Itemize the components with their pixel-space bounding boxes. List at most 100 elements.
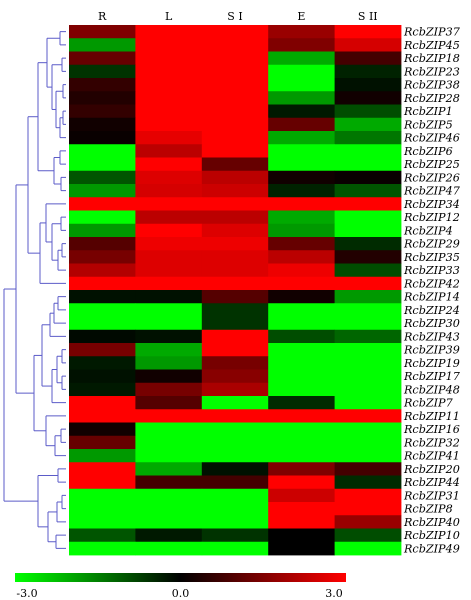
heatmap-cell [334, 449, 402, 463]
heatmap-cell [135, 541, 203, 556]
heatmap-cell [268, 382, 335, 397]
heatmap-cell [268, 38, 335, 52]
heatmap-cell [201, 25, 269, 39]
heatmap-cell [268, 91, 335, 105]
heatmap-cell [201, 502, 269, 516]
heatmap-cell [201, 396, 269, 410]
heatmap-cell [334, 250, 402, 264]
heatmap-cell [268, 210, 335, 225]
heatmap-cell [135, 290, 203, 304]
heatmap-cell [201, 369, 269, 384]
heatmap-cell [135, 488, 203, 503]
heatmap-cell [268, 223, 335, 238]
row-label: RcbZIP29 [403, 238, 460, 251]
row-label: RcbZIP20 [403, 463, 460, 476]
heatmap-cell [201, 303, 269, 317]
heatmap-cell [334, 25, 402, 39]
heatmap-cell [69, 91, 136, 105]
heatmap-cell [268, 276, 335, 291]
heatmap-cell [334, 210, 402, 225]
heatmap-cell [69, 51, 136, 66]
color-scale-tick-label: 0.0 [172, 587, 190, 600]
heatmap-cell [69, 343, 136, 357]
heatmap-cell [268, 409, 335, 423]
heatmap-cell [334, 462, 402, 476]
heatmap-cell [268, 422, 335, 437]
heatmap-cell [334, 329, 402, 344]
heatmap-cell [135, 329, 203, 344]
heatmap-cell [334, 276, 402, 291]
heatmap-cell [268, 488, 335, 503]
heatmap-cell [69, 356, 136, 370]
heatmap-cell [268, 369, 335, 384]
heatmap-cells [69, 25, 402, 556]
row-label: RcbZIP41 [403, 450, 460, 463]
row-label: RcbZIP8 [403, 503, 453, 516]
heatmap-cell [135, 343, 203, 357]
heatmap-cell [69, 263, 136, 278]
heatmap-cell [69, 25, 136, 39]
heatmap-cell [135, 91, 203, 105]
column-label: E [297, 10, 305, 23]
heatmap-cell [334, 51, 402, 66]
heatmap-cell [334, 502, 402, 516]
heatmap-cell [334, 541, 402, 556]
heatmap-cell [135, 210, 203, 225]
heatmap-cell [268, 131, 335, 145]
heatmap-cell [268, 343, 335, 357]
heatmap-cell [201, 290, 269, 304]
heatmap-cell [69, 170, 136, 185]
heatmap-cell [135, 528, 203, 543]
heatmap-cell [334, 237, 402, 251]
heatmap-cell [201, 131, 269, 145]
heatmap-cell [201, 488, 269, 503]
heatmap-cell [334, 409, 402, 423]
heatmap-cell [201, 223, 269, 238]
heatmap-cell [268, 541, 335, 556]
row-label: RcbZIP6 [403, 145, 453, 158]
heatmap-cell [334, 422, 402, 437]
heatmap-cell [201, 78, 269, 92]
heatmap-cell [69, 475, 136, 490]
heatmap-cell [69, 38, 136, 52]
heatmap-cell [135, 131, 203, 145]
heatmap-cell [268, 157, 335, 172]
heatmap-cell [268, 51, 335, 66]
heatmap-cell [135, 502, 203, 516]
row-label: RcbZIP30 [403, 317, 460, 330]
heatmap-cell [201, 356, 269, 370]
heatmap-cell [69, 369, 136, 384]
heatmap-cell [69, 316, 136, 331]
heatmap-cell [201, 462, 269, 476]
heatmap-cell [268, 250, 335, 264]
heatmap-cell [334, 117, 402, 132]
heatmap-cell [268, 263, 335, 278]
heatmap-cell [135, 144, 203, 158]
row-label: RcbZIP38 [403, 79, 460, 92]
heatmap-cell [135, 197, 203, 211]
heatmap-cell [201, 316, 269, 331]
heatmap-cell [201, 250, 269, 264]
heatmap-cell [334, 528, 402, 543]
heatmap-cell [201, 409, 269, 423]
row-label: RcbZIP17 [403, 370, 461, 383]
heatmap-cell [135, 250, 203, 264]
heatmap-cell [334, 38, 402, 52]
heatmap-cell [268, 316, 335, 331]
heatmap-cell [69, 157, 136, 172]
heatmap-cell [268, 462, 335, 476]
heatmap-cell [334, 343, 402, 357]
heatmap-cell [268, 78, 335, 92]
row-label: RcbZIP47 [403, 185, 461, 198]
heatmap-cell [69, 435, 136, 450]
row-labels: RcbZIP37RcbZIP45RcbZIP18RcbZIP23RcbZIP38… [403, 26, 461, 556]
heatmap-cell [334, 290, 402, 304]
heatmap-cell [201, 91, 269, 105]
heatmap-cell [201, 541, 269, 556]
heatmap-cell [135, 303, 203, 317]
row-label: RcbZIP45 [403, 39, 460, 52]
heatmap-cell [268, 449, 335, 463]
column-label: S I [227, 10, 242, 23]
heatmap-cell [334, 131, 402, 145]
row-label: RcbZIP33 [403, 264, 460, 277]
